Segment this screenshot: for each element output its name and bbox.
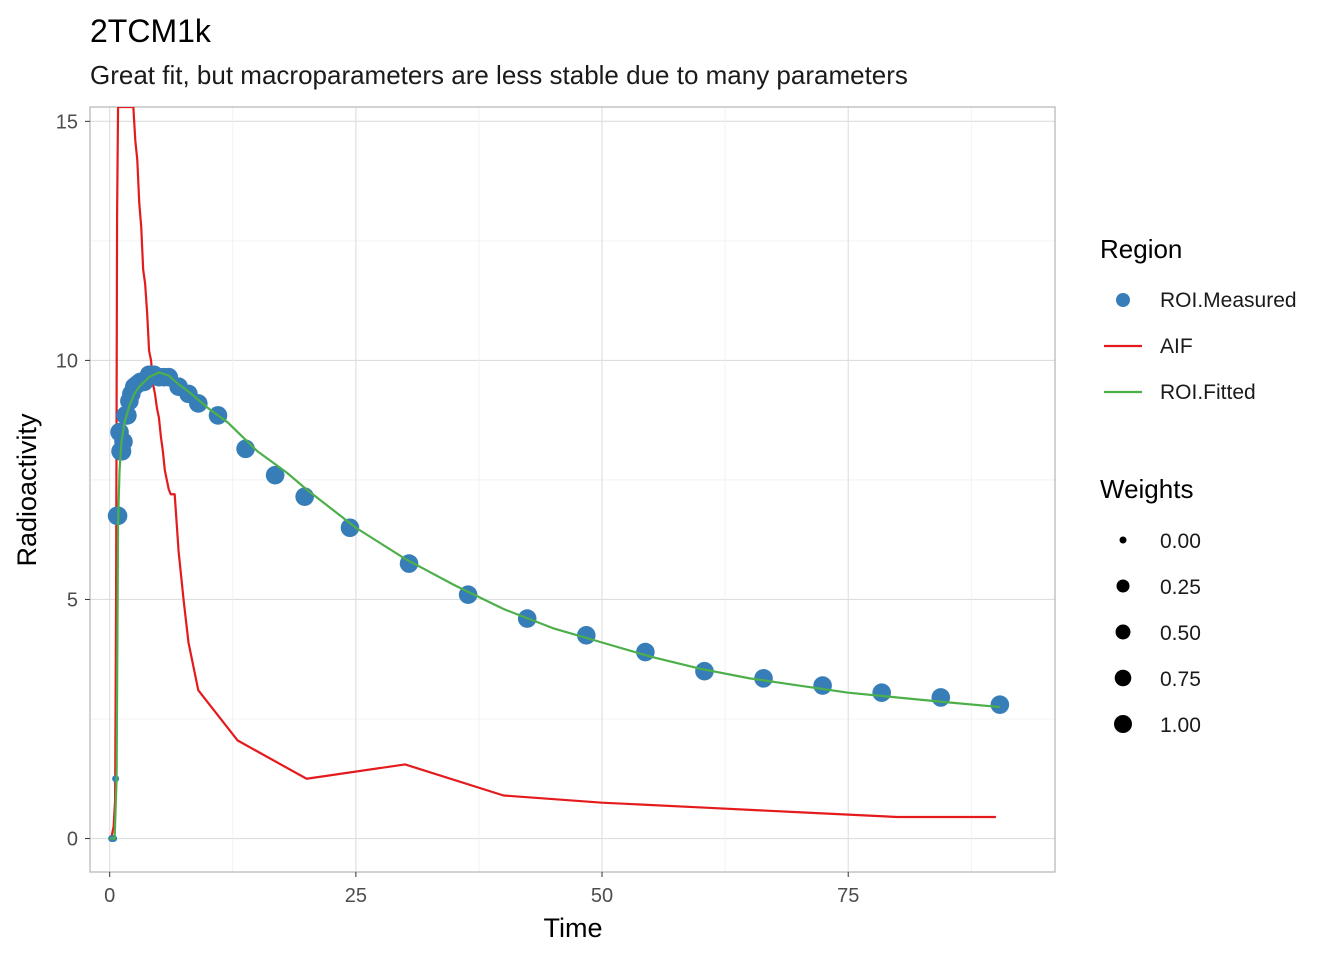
legend-label-weight-0-75: 0.75 [1160,668,1201,691]
y-axis-ticks: 0 5 10 15 [56,111,90,851]
legend-key-roi-measured [1116,293,1130,307]
x-tick-label: 75 [837,885,859,907]
legend-label-weight-0-00: 0.00 [1160,530,1201,553]
series-line-aif [108,107,996,840]
data-point-roi-measured [114,432,133,451]
legend-key-weight-1-00 [1114,715,1132,733]
chart-title: 2TCM1k [90,13,212,49]
data-point-roi-measured [872,683,891,703]
legend-region: Region ROI.Measured AIF ROI.Fitted [1100,234,1297,404]
data-point-roi-measured [813,676,832,695]
y-tick-label: 10 [56,350,78,372]
data-point-roi-measured [754,669,773,688]
y-tick-label: 5 [67,589,78,611]
series-line-roi-fitted [109,371,1000,840]
data-point-roi-measured [695,661,714,681]
legend-label-aif: AIF [1160,335,1193,358]
data-point-roi-measured [636,642,655,662]
data-point-roi-measured [236,439,255,459]
legend-key-weight-0-00 [1119,536,1127,544]
y-tick-label: 0 [67,829,78,851]
data-point-roi-measured [990,695,1010,714]
x-tick-label: 0 [104,885,115,907]
plot-panel-border [89,106,1056,873]
legend-label-weight-0-25: 0.25 [1160,576,1201,599]
legend-label-roi-measured: ROI.Measured [1160,289,1297,312]
legend-region-title: Region [1100,234,1182,264]
y-axis-title: Radioactivity [12,413,42,567]
data-point-roi-measured [265,465,285,485]
legend-label-weight-1-00: 1.00 [1160,714,1201,737]
data-point-roi-measured [295,487,314,506]
legend-weights: Weights 0.00 0.25 0.50 0.75 1.00 [1100,474,1201,737]
x-tick-label: 50 [591,885,613,907]
legend-key-weight-0-50 [1115,624,1131,640]
data-point-roi-measured [189,394,208,413]
x-axis-ticks: 0 25 50 75 [104,872,859,907]
legend-weights-title: Weights [1100,474,1193,504]
legend-label-weight-0-50: 0.50 [1160,622,1201,645]
data-point-roi-measured [340,518,360,538]
grid [90,107,1055,872]
legend-key-weight-0-75 [1114,669,1132,687]
legend-key-weight-0-25 [1116,579,1130,593]
chart-subtitle: Great fit, but macroparameters are less … [90,60,908,90]
x-axis-title: Time [544,913,603,943]
y-tick-label: 15 [56,111,78,133]
data-point-roi-measured [931,688,951,707]
series-layer [107,107,1010,843]
x-tick-label: 25 [345,885,367,907]
legend-label-roi-fitted: ROI.Fitted [1160,381,1256,404]
